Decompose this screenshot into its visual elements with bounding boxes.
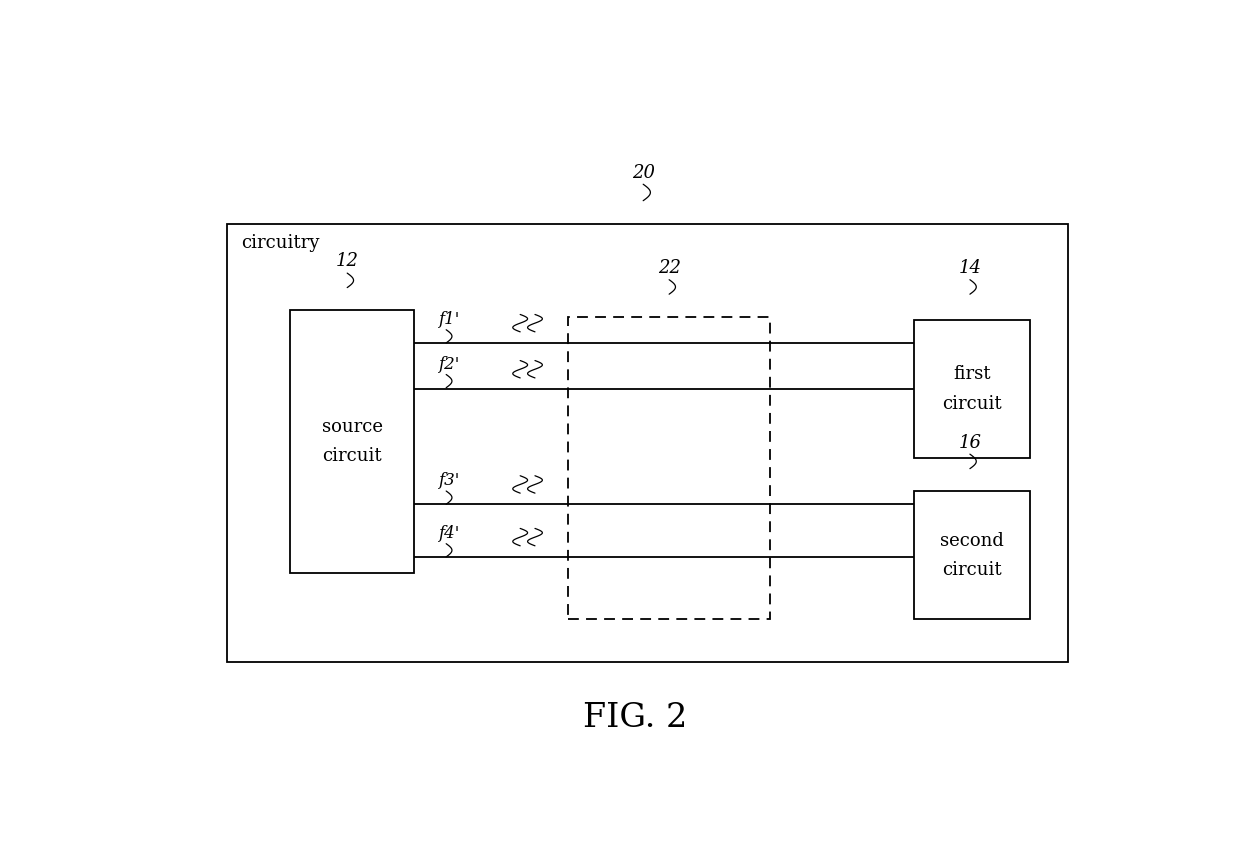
Text: 22: 22 bbox=[657, 259, 681, 277]
Bar bbox=[914, 320, 1029, 458]
Text: source
circuit: source circuit bbox=[321, 418, 382, 465]
Text: first
circuit: first circuit bbox=[942, 365, 1002, 413]
Text: 16: 16 bbox=[959, 433, 981, 451]
Bar bbox=[568, 316, 770, 619]
Text: FIG. 2: FIG. 2 bbox=[583, 702, 688, 734]
Text: 20: 20 bbox=[631, 163, 655, 181]
Text: f3': f3' bbox=[439, 472, 460, 489]
Bar bbox=[227, 224, 1068, 662]
Text: second
circuit: second circuit bbox=[940, 532, 1004, 579]
Text: f2': f2' bbox=[439, 356, 460, 373]
Text: circuitry: circuitry bbox=[242, 234, 320, 252]
Bar bbox=[290, 310, 414, 574]
Text: f4': f4' bbox=[439, 525, 460, 542]
Text: 12: 12 bbox=[336, 252, 358, 270]
Bar bbox=[914, 491, 1029, 619]
Text: f1': f1' bbox=[439, 310, 460, 327]
Text: 14: 14 bbox=[959, 259, 981, 277]
